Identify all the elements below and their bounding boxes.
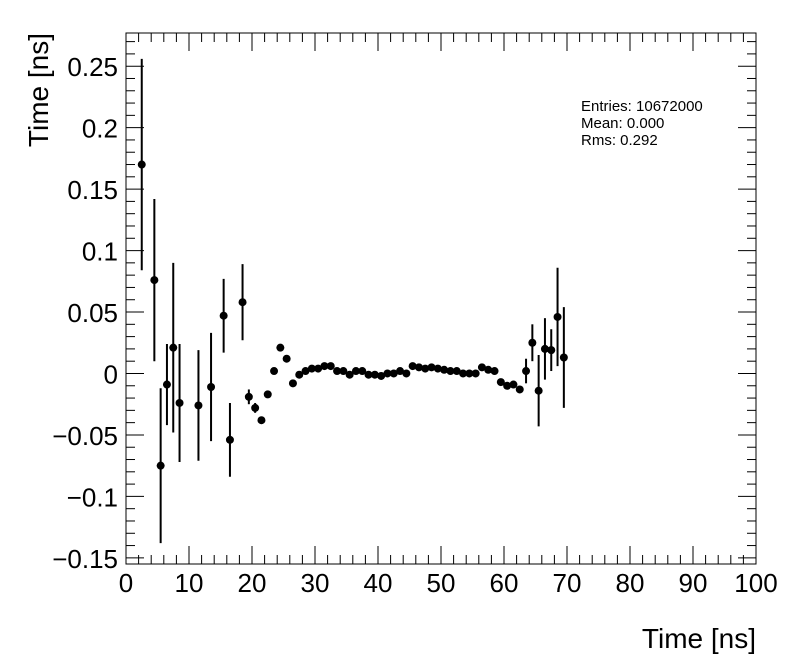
x-tick-label: 90 [679, 568, 708, 598]
data-point [440, 365, 449, 374]
data-point [522, 367, 531, 376]
data-point [383, 369, 392, 378]
data-point [402, 369, 411, 378]
data-point [477, 363, 486, 372]
data-point [540, 344, 549, 353]
data-point [251, 403, 260, 412]
data-point [503, 381, 512, 390]
data-point [314, 364, 323, 373]
y-tick-label: 0.1 [82, 237, 118, 267]
data-point [471, 369, 480, 378]
y-tick-label: −0.15 [52, 544, 118, 574]
data-point [175, 398, 184, 407]
data-point [370, 370, 379, 379]
data-point [288, 379, 297, 388]
data-point [295, 370, 304, 379]
stats-rms: Rms: 0.292 [581, 132, 658, 149]
data-point [263, 390, 272, 399]
y-axis-label: Time [ns] [23, 33, 54, 147]
data-point [156, 461, 165, 470]
data-point [452, 367, 461, 376]
x-tick-label: 10 [175, 568, 204, 598]
data-point [276, 343, 285, 352]
data-point [219, 311, 228, 320]
x-axis-tick-labels: 0 10 20 30 40 50 60 70 80 90 100 [119, 568, 778, 598]
data-point [244, 392, 253, 401]
data-point [333, 367, 342, 376]
data-point [509, 380, 518, 389]
data-point [515, 385, 524, 394]
data-point [547, 346, 556, 355]
data-point [257, 416, 266, 425]
data-point [162, 380, 171, 389]
data-point [490, 367, 499, 376]
data-point [389, 369, 398, 378]
data-point [465, 369, 474, 378]
data-point [414, 363, 423, 372]
data-point [446, 367, 455, 376]
data-point [194, 401, 203, 410]
data-point [528, 338, 537, 347]
data-point [301, 367, 310, 376]
data-point [408, 362, 417, 371]
data-point [282, 354, 291, 363]
y-tick-label: −0.1 [67, 482, 118, 512]
data-point [534, 386, 543, 395]
data-point [150, 276, 159, 285]
data-point [270, 367, 279, 376]
x-tick-label: 60 [490, 568, 519, 598]
stats-box: Entries: 10672000 Mean: 0.000 Rms: 0.292 [581, 98, 703, 149]
y-tick-label: 0.25 [67, 52, 118, 82]
y-tick-label: 0.2 [82, 114, 118, 144]
data-point [427, 363, 436, 372]
y-tick-label: 0.15 [67, 175, 118, 205]
x-tick-label: 80 [616, 568, 645, 598]
data-point [307, 364, 316, 373]
y-tick-label: 0.05 [67, 298, 118, 328]
stats-mean: Mean: 0.000 [581, 115, 665, 132]
x-tick-label: 50 [427, 568, 456, 598]
data-point [339, 367, 348, 376]
data-point [421, 364, 430, 373]
data-point [496, 378, 505, 387]
data-point [207, 383, 216, 391]
data-point [351, 367, 360, 376]
data-point [364, 370, 373, 379]
data-point [433, 364, 442, 373]
x-tick-label: 100 [734, 568, 777, 598]
x-tick-label: 20 [238, 568, 267, 598]
y-axis-tick-labels: −0.15 −0.1 −0.05 0 0.05 0.1 0.15 0.2 0.25 [52, 52, 118, 574]
data-point [358, 367, 367, 376]
data-point [225, 435, 234, 444]
data-point [345, 370, 354, 379]
x-axis-ticks [125, 33, 757, 564]
x-tick-label: 30 [301, 568, 330, 598]
y-tick-label: −0.05 [52, 421, 118, 451]
x-tick-label: 0 [119, 568, 133, 598]
x-tick-label: 70 [553, 568, 582, 598]
y-tick-label: 0 [104, 359, 118, 389]
data-points [137, 58, 568, 544]
data-point [169, 343, 178, 352]
data-point [459, 369, 468, 378]
data-point [320, 362, 329, 371]
data-point [238, 298, 247, 307]
data-point [484, 365, 493, 374]
x-axis-label: Time [ns] [642, 623, 756, 654]
stats-entries: Entries: 10672000 [581, 98, 703, 115]
y-axis-ticks [126, 41, 756, 559]
x-tick-label: 40 [364, 568, 393, 598]
data-point [396, 367, 405, 376]
data-point [553, 312, 562, 321]
data-point [137, 160, 146, 169]
data-point [559, 353, 568, 362]
data-point [377, 371, 386, 380]
data-point [326, 362, 335, 371]
